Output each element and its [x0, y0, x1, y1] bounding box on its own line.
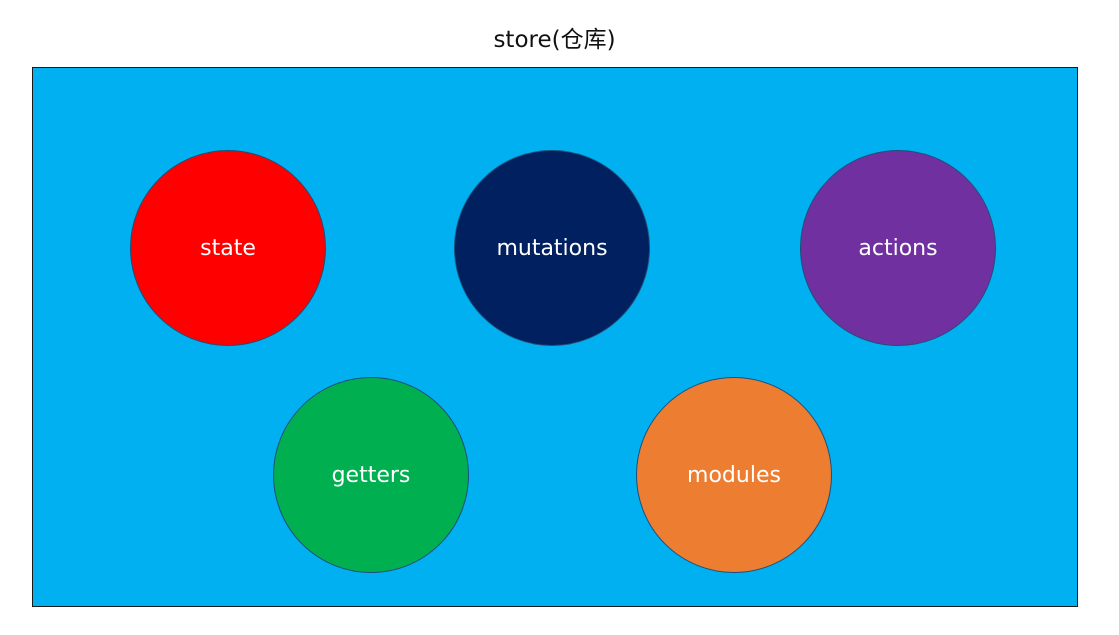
state-node: state [130, 150, 326, 346]
getters-label: getters [331, 462, 411, 488]
mutations-node: mutations [454, 150, 650, 346]
mutations-label: mutations [496, 235, 608, 261]
actions-node: actions [800, 150, 996, 346]
getters-node: getters [273, 377, 469, 573]
diagram-title: store(仓库) [493, 27, 616, 53]
actions-label: actions [858, 235, 938, 261]
modules-node: modules [636, 377, 832, 573]
store-container: state mutations actions getters modules [32, 67, 1078, 607]
modules-label: modules [687, 462, 781, 488]
state-label: state [200, 235, 256, 261]
